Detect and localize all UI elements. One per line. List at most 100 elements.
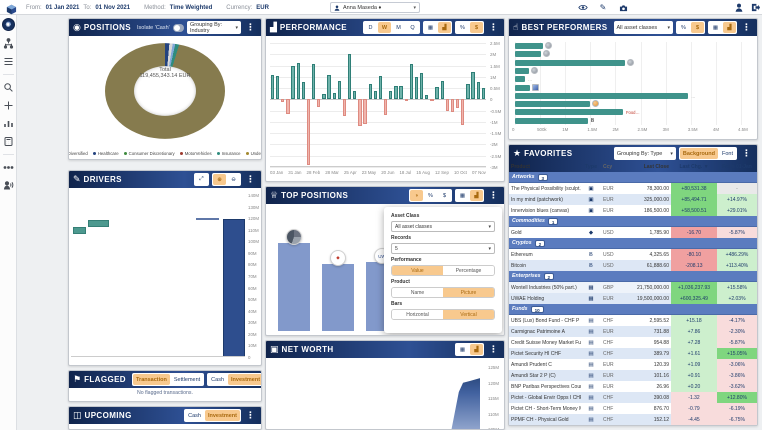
performance-bar[interactable] — [301, 82, 305, 100]
search-icon[interactable] — [2, 82, 15, 93]
best-performer-bar[interactable] — [515, 43, 543, 49]
group-row[interactable]: Artworks 3 — [509, 172, 757, 183]
flag-settlement[interactable]: Settlement — [173, 376, 201, 383]
chart-icon[interactable]: ▟ — [723, 22, 736, 33]
table-icon[interactable]: ▦ — [459, 346, 466, 353]
panel-menu-button[interactable]: ⋮ — [489, 344, 498, 354]
performance-bar[interactable] — [445, 99, 449, 111]
scope-cash[interactable]: Cash — [188, 412, 201, 419]
performance-bar[interactable] — [450, 99, 455, 112]
best-performer-bar[interactable] — [515, 117, 588, 124]
flag-transaction[interactable]: Transaction — [133, 374, 170, 385]
advisor-icon[interactable] — [2, 180, 15, 191]
performance-bar[interactable] — [322, 93, 326, 100]
records-select[interactable]: 5 ▾ — [391, 243, 495, 254]
table-row[interactable]: Amundi Star 2 P (C) ▤ EUR 101.16 +0.91 -3.86% — [509, 370, 757, 381]
performance-bar[interactable] — [368, 83, 372, 100]
table-row[interactable]: Amundi Prudent C ▤ EUR 120.39 +1.09 -3.06% — [509, 359, 757, 370]
panel-menu-button[interactable]: ⋮ — [742, 148, 751, 158]
table-row[interactable]: Carmignac Patrimoine A ▤ EUR 731.88 +7.86 -2.… — [509, 326, 757, 337]
best-performer-bar[interactable] — [515, 109, 623, 116]
top-position-bar[interactable] — [278, 243, 310, 331]
performance-bar[interactable] — [404, 99, 408, 102]
group-row[interactable]: Commodities 1 — [509, 216, 757, 227]
table-icon[interactable]: ▦ — [459, 192, 466, 199]
table-row[interactable]: Credit Suisse Money Market Fund CHF ▤ CHF 9… — [509, 337, 757, 348]
performance-bar[interactable] — [455, 99, 460, 109]
option-vertical[interactable]: Vertical — [443, 310, 494, 319]
asset-class-select[interactable]: All asset classes ▾ — [613, 21, 673, 34]
panel-menu-button[interactable]: ⋮ — [246, 174, 255, 184]
period-d[interactable]: D — [368, 24, 373, 31]
group-row[interactable]: Enterprises 2 — [509, 271, 757, 282]
table-row[interactable]: In my mind (patchwork) ▣ EUR 325,000.00 +85,… — [509, 194, 757, 205]
zoom-out-icon[interactable]: ⊖ — [231, 176, 236, 183]
performance-bar[interactable] — [419, 73, 424, 100]
unit--[interactable]: $ — [691, 22, 704, 33]
performance-bar[interactable] — [270, 74, 275, 100]
table-icon[interactable]: ▦ — [712, 24, 719, 31]
scope-investment[interactable]: Investment — [204, 410, 240, 421]
driver-bar[interactable] — [88, 219, 110, 227]
drivers-chart[interactable] — [71, 195, 245, 357]
performance-bar[interactable] — [353, 91, 357, 100]
performance-bar[interactable] — [337, 81, 341, 100]
driver-bar[interactable] — [72, 227, 86, 235]
option-horizontal[interactable]: Horizontal — [392, 310, 443, 319]
performance-bar[interactable] — [332, 92, 336, 100]
best-performer-bar[interactable] — [515, 59, 626, 66]
period-w[interactable]: W — [378, 22, 391, 33]
performance-bar[interactable] — [317, 99, 321, 108]
performance-bar[interactable] — [281, 99, 285, 102]
list-icon[interactable] — [2, 56, 15, 67]
top-position-bar[interactable] — [322, 264, 354, 331]
best-performer-bar[interactable] — [515, 92, 689, 99]
performance-bar[interactable] — [286, 99, 290, 114]
panel-menu-button[interactable]: ⋮ — [742, 22, 751, 32]
percent-icon[interactable]: % — [428, 192, 433, 199]
panel-menu-button[interactable]: ⋮ — [489, 22, 498, 32]
performance-bar[interactable] — [378, 75, 383, 100]
period-q[interactable]: Q — [410, 24, 415, 31]
dollar-icon[interactable]: $ — [442, 192, 447, 199]
table-icon[interactable]: ▦ — [427, 24, 434, 31]
scope-investment[interactable]: Investment — [228, 374, 261, 385]
performance-bar[interactable] — [347, 54, 352, 100]
performance-bar[interactable] — [409, 64, 413, 100]
grouping-select[interactable]: Grouping By: Type ▾ — [613, 147, 676, 160]
chart-icon[interactable]: ▟ — [470, 190, 483, 201]
performance-bar[interactable] — [471, 72, 475, 100]
performance-bar[interactable] — [394, 85, 398, 100]
best-performer-bar[interactable] — [515, 51, 542, 58]
unit--[interactable]: % — [460, 24, 465, 31]
chart-icon[interactable]: ▟ — [438, 22, 451, 33]
method-value[interactable]: Time Weighted — [169, 4, 213, 11]
performance-bar[interactable] — [275, 75, 280, 100]
expand-icon[interactable]: ⤢ — [199, 176, 204, 182]
table-row[interactable]: The Physical Possibility (sculpt.) ▣ EUR 78… — [509, 183, 757, 194]
table-row[interactable]: Pictet CH - Short-Term Money Market ▤ CHF 8… — [509, 403, 757, 414]
performance-bar[interactable] — [430, 99, 434, 102]
snapshot-icon[interactable] — [618, 3, 628, 12]
workspace-logo[interactable]: ◉ — [1, 18, 15, 31]
net-worth-chart[interactable] — [268, 361, 480, 429]
performance-bar[interactable] — [389, 91, 393, 100]
best-performer-bar[interactable] — [515, 84, 531, 91]
column-header[interactable]: From 01-Jan — [722, 164, 752, 170]
more-icon[interactable] — [2, 162, 15, 173]
group-row[interactable]: Funds 10 — [509, 304, 757, 315]
panel-menu-button[interactable]: ⋮ — [246, 410, 255, 420]
table-row[interactable]: Pictet - Global Envir Opps I CHF ▤ CHF 390.… — [509, 392, 757, 403]
best-performer-bar[interactable] — [515, 67, 529, 74]
table-row[interactable]: Ethereum Ƀ USD 4,325.65 -80.10 +486.29% — [509, 249, 757, 260]
contrast-icon[interactable]: ◑ — [410, 190, 423, 201]
edit-icon[interactable]: ✎ — [599, 3, 607, 12]
chart-icon[interactable]: ▟ — [470, 344, 483, 355]
performance-bar[interactable] — [399, 85, 403, 100]
table-row[interactable]: PPMF CH - Physical Gold ▤ CHF 152.12 -4.45 -6… — [509, 414, 757, 425]
watch-icon[interactable] — [578, 3, 588, 12]
table-row[interactable]: Innervision blues (canvas) ▣ EUR 186,500.00… — [509, 205, 757, 216]
scope-cash[interactable]: Cash — [211, 376, 225, 383]
performance-bar[interactable] — [306, 99, 311, 165]
best-performer-bar[interactable] — [515, 101, 591, 108]
